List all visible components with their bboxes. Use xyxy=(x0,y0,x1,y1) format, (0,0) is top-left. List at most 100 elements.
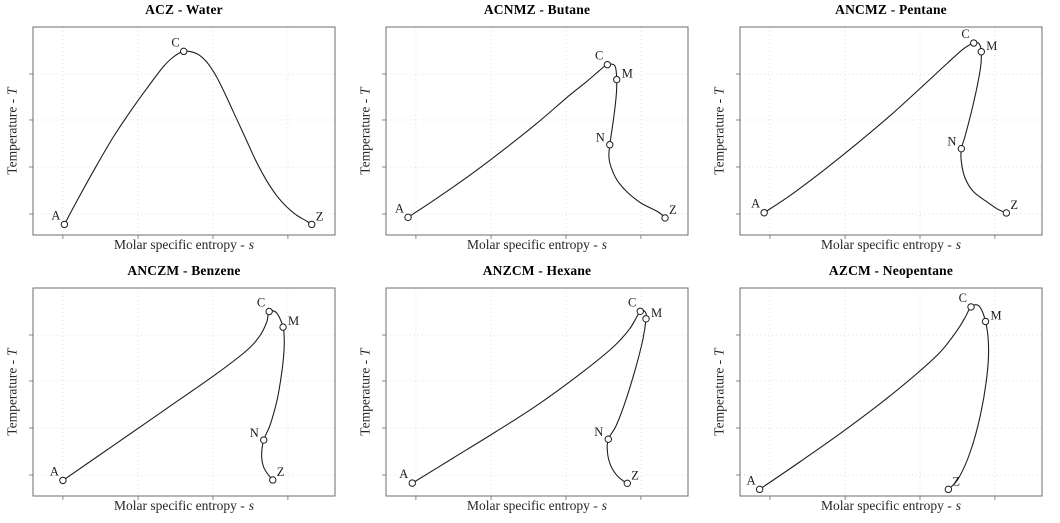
point-marker-N xyxy=(957,144,966,153)
point-marker-M xyxy=(642,315,650,323)
point-marker-A xyxy=(755,485,764,494)
point-marker-N xyxy=(260,436,268,444)
x-axis-label: Molar specific entropy -s xyxy=(740,498,1042,514)
point-marker-C xyxy=(636,307,644,315)
plot-area-water: A C Z xyxy=(29,26,336,239)
axes-box xyxy=(385,287,689,497)
subplot-title: ACNMZ - Butane xyxy=(483,2,591,17)
x-axis-label: Molar specific entropy -s xyxy=(386,237,688,253)
point-marker-C xyxy=(967,303,975,311)
point-marker-C xyxy=(603,60,612,69)
point-marker-A xyxy=(408,479,416,487)
subplot-title: AZCM - Neopentane xyxy=(828,263,954,278)
saturation-curve xyxy=(407,63,666,219)
subplot-title: ANZCM - Hexane xyxy=(482,263,592,278)
plot-area-hexane: A C M N Z xyxy=(382,287,689,500)
saturation-curve xyxy=(63,50,313,225)
point-label-N: N xyxy=(594,425,603,439)
x-axis-label: Molar specific entropy -s xyxy=(740,237,1042,253)
point-label-Z: Z xyxy=(277,465,285,479)
point-label-Z: Z xyxy=(1010,198,1018,212)
point-marker-Z xyxy=(661,214,669,222)
y-axis-label-main: Temperature - xyxy=(5,98,20,175)
x-axis-label-main: Molar specific entropy - xyxy=(113,498,245,513)
x-axis-label-main: Molar specific entropy - xyxy=(820,498,952,513)
axes-box xyxy=(739,26,1043,236)
saturation-curve xyxy=(62,310,285,481)
point-marker-Z xyxy=(944,485,953,494)
x-axis-variable: s xyxy=(955,498,962,513)
y-axis-label-main: Temperature - xyxy=(712,98,727,175)
point-label-Z: Z xyxy=(631,468,639,482)
point-label-N: N xyxy=(250,426,259,440)
point-label-Z: Z xyxy=(952,474,960,488)
subplot-pentane: A C M N Z ANCMZ - Pentane Temperature - T Mol… xyxy=(707,0,1060,262)
y-axis-variable: T xyxy=(358,87,373,95)
y-axis-label: Temperature - T xyxy=(356,288,376,496)
point-label-M: M xyxy=(986,39,997,53)
point-marker-M xyxy=(977,48,985,56)
subplot-neopentane: A C M Z AZCM - Neopentane Temperature - T Mo… xyxy=(707,261,1060,523)
point-label-Z: Z xyxy=(669,203,677,217)
y-axis-label-main: Temperature - xyxy=(358,359,373,436)
point-label-M: M xyxy=(991,308,1002,322)
point-marker-C xyxy=(265,307,273,316)
subplot-title: ANCMZ - Pentane xyxy=(835,2,947,17)
axes-box xyxy=(32,26,336,236)
y-axis-variable: T xyxy=(712,348,727,356)
y-axis-variable: T xyxy=(712,87,727,95)
point-label-A: A xyxy=(751,197,760,211)
point-marker-A xyxy=(404,213,412,222)
point-marker-Z xyxy=(308,220,316,229)
y-axis-variable: T xyxy=(358,348,373,356)
point-label-C: C xyxy=(595,49,603,63)
subplot-title: ACZ - Water xyxy=(145,2,223,17)
point-marker-M xyxy=(279,323,287,331)
point-label-C: C xyxy=(959,291,967,305)
subplot-benzene: A C M N Z ANCZM - Benzene Temperature - T Mol… xyxy=(0,261,353,523)
point-marker-N xyxy=(604,435,612,443)
axes-box xyxy=(385,26,689,236)
point-label-C: C xyxy=(171,35,179,49)
y-axis-label-text: Temperature - T xyxy=(358,348,374,435)
point-label-A: A xyxy=(50,464,59,478)
y-axis-label-text: Temperature - T xyxy=(712,348,728,435)
point-marker-Z xyxy=(269,476,277,484)
y-axis-variable: T xyxy=(5,348,20,356)
x-axis-label: Molar specific entropy -s xyxy=(386,498,688,514)
subplot-title: ANCZM - Benzene xyxy=(127,263,241,278)
point-marker-M xyxy=(981,317,990,326)
subplot-butane: A C M N Z ACNMZ - Butane Temperature - T Mola… xyxy=(353,0,706,262)
subplot-water: A C Z ACZ - Water Temperature - T Molar spe… xyxy=(0,0,353,262)
point-marker-C xyxy=(179,47,188,56)
y-axis-label-main: Temperature - xyxy=(358,98,373,175)
point-label-M: M xyxy=(622,67,633,81)
saturation-curve xyxy=(763,41,1007,214)
x-axis-label-main: Molar specific entropy - xyxy=(113,237,245,252)
plot-area-neopentane: A C M Z xyxy=(736,287,1043,500)
point-label-M: M xyxy=(651,306,662,320)
x-axis-variable: s xyxy=(248,237,255,252)
saturation-curve xyxy=(759,304,990,490)
y-axis-label-main: Temperature - xyxy=(5,359,20,436)
plot-area-benzene: A C M N Z xyxy=(29,287,336,500)
point-marker-M xyxy=(613,75,621,84)
point-label-N: N xyxy=(947,135,956,149)
point-label-A: A xyxy=(51,208,60,222)
point-label-A: A xyxy=(399,467,408,481)
point-label-N: N xyxy=(596,131,605,145)
point-label-A: A xyxy=(747,473,756,487)
point-marker-Z xyxy=(1002,209,1011,217)
x-axis-variable: s xyxy=(248,498,255,513)
y-axis-label-text: Temperature - T xyxy=(712,87,728,174)
x-axis-label: Molar specific entropy -s xyxy=(33,237,335,253)
point-label-C: C xyxy=(628,295,636,309)
point-label-A: A xyxy=(395,201,404,215)
subplot-hexane: A C M N Z ANZCM - Hexane Temperature - T Mola… xyxy=(353,261,706,523)
y-axis-label: Temperature - T xyxy=(356,27,376,235)
x-axis-variable: s xyxy=(601,237,608,252)
point-label-Z: Z xyxy=(316,209,324,223)
point-marker-A xyxy=(760,209,768,217)
point-marker-A xyxy=(59,476,67,485)
